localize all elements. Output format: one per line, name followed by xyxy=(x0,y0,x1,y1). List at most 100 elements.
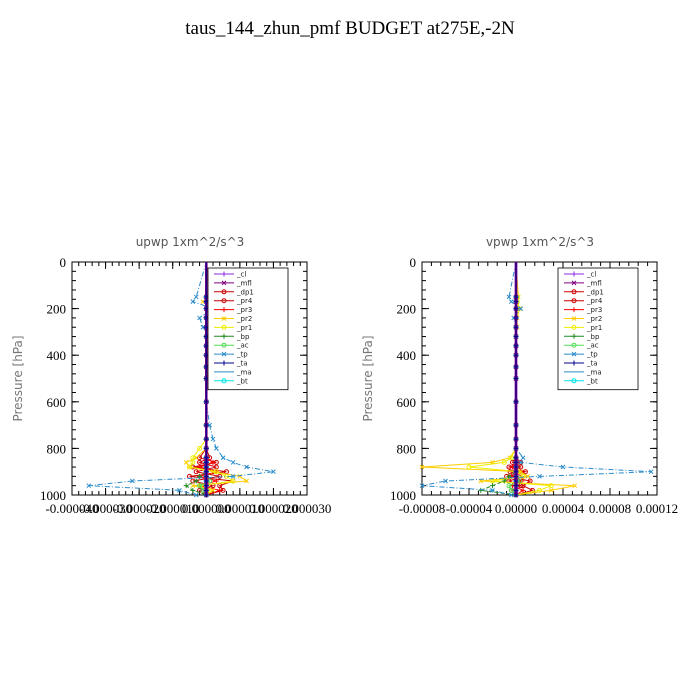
data-point xyxy=(518,464,524,470)
data-point xyxy=(501,459,507,465)
y-tick-label: 400 xyxy=(47,348,67,363)
legend-marker xyxy=(221,324,227,330)
data-point xyxy=(508,492,514,498)
data-point xyxy=(513,324,519,330)
data-point xyxy=(130,478,135,484)
data-point xyxy=(513,464,519,470)
legend-marker xyxy=(221,333,227,339)
legend: _cl_mfl_dp1_pr4_pr3_pr2_pr1_bp_ac_tp_ta_… xyxy=(557,267,639,391)
y-tick-label: 800 xyxy=(47,441,67,456)
legend-marker xyxy=(571,298,577,304)
data-point xyxy=(197,483,203,489)
y-tick-label: 200 xyxy=(397,302,417,317)
x-tick-label: 0.000020 xyxy=(249,501,298,516)
legend-label: _cl xyxy=(236,271,246,279)
data-point xyxy=(513,306,519,312)
legend-label: _dp1 xyxy=(236,288,254,296)
data-point xyxy=(190,455,196,461)
data-point xyxy=(506,483,512,489)
legend-label: _pr2 xyxy=(236,315,252,323)
data-point xyxy=(520,473,526,479)
panel-title: vpwp 1xm^2/s^3 xyxy=(486,235,594,249)
legend-marker xyxy=(571,333,577,339)
data-point xyxy=(513,422,519,428)
y-tick-label: 0 xyxy=(60,255,67,270)
data-point xyxy=(213,469,219,475)
legend-marker xyxy=(571,351,577,357)
x-tick-label: -0.000040 xyxy=(45,501,98,516)
legend: _cl_mfl_dp1_pr4_pr3_pr2_pr1_bp_ac_tp_ta_… xyxy=(207,267,289,391)
legend-label: _pr4 xyxy=(586,297,603,305)
legend-label: _mfl xyxy=(586,279,602,287)
data-point xyxy=(203,473,209,479)
legend-label: _tp xyxy=(586,351,598,359)
data-point xyxy=(443,478,448,484)
x-tick-label: -0.000010 xyxy=(146,501,199,516)
data-point xyxy=(203,487,209,493)
data-point xyxy=(513,492,519,498)
data-point xyxy=(560,464,566,470)
x-tick-label: -0.00008 xyxy=(399,501,446,516)
data-point xyxy=(177,487,182,493)
x-tick-label: 0.000010 xyxy=(215,501,264,516)
y-tick-label: 600 xyxy=(397,395,417,410)
data-point xyxy=(190,299,196,304)
legend-label: _ma xyxy=(236,368,252,376)
legend-marker xyxy=(571,378,577,384)
data-point xyxy=(537,487,542,493)
x-tick-label: 0.000030 xyxy=(283,501,332,516)
data-point xyxy=(197,459,203,465)
data-point xyxy=(203,422,209,428)
data-point xyxy=(537,474,542,479)
data-point xyxy=(518,306,524,311)
legend-label: _bt xyxy=(236,377,248,385)
series-line-pr1 xyxy=(468,261,552,496)
y-tick-label: 200 xyxy=(47,302,67,317)
chart-panel-2: vpwp 1xm^2/s^3 Pressure [hPa] 0 200 400 600 80… xyxy=(361,235,678,516)
data-point xyxy=(203,399,209,405)
legend-marker xyxy=(221,307,227,313)
data-point xyxy=(490,483,495,489)
x-tick-label: 0.00000 xyxy=(495,501,537,516)
data-point xyxy=(86,483,92,489)
legend-label: _bp xyxy=(586,333,600,341)
chart-panel-1: upwp 1xm^2/s^3 Pressure [hPa] 0 200 400 600 80… xyxy=(11,235,331,516)
legend-marker xyxy=(571,280,577,286)
x-tick-label: 0.00012 xyxy=(636,501,678,516)
data-point xyxy=(271,469,276,475)
data-point xyxy=(244,464,249,470)
y-tick-label: 800 xyxy=(397,441,417,456)
legend-marker xyxy=(221,360,227,366)
y-axis-label: Pressure [hPa] xyxy=(11,335,25,421)
data-point xyxy=(513,455,519,461)
y-tick-label: 0 xyxy=(410,255,417,270)
data-point xyxy=(203,492,209,498)
data-point xyxy=(193,478,199,484)
data-point xyxy=(513,364,519,370)
legend-marker xyxy=(221,271,227,277)
legend-label: _tp xyxy=(236,351,248,359)
legend-marker xyxy=(221,316,227,321)
data-point xyxy=(190,483,196,489)
legend-label: _pr1 xyxy=(236,324,252,332)
data-point xyxy=(501,478,507,484)
legend-label: _pr3 xyxy=(236,306,252,314)
data-point xyxy=(187,464,192,470)
data-point xyxy=(520,487,526,493)
data-point xyxy=(548,487,554,493)
data-point xyxy=(183,483,189,489)
legend-marker xyxy=(221,280,227,286)
data-point xyxy=(203,464,209,470)
legend-label: _pr4 xyxy=(236,297,253,305)
x-tick-label: 0.00008 xyxy=(589,501,631,516)
legend-marker xyxy=(571,316,577,321)
panel-title: upwp 1xm^2/s^3 xyxy=(136,235,245,249)
legend-marker xyxy=(221,342,227,348)
legend-marker xyxy=(571,324,577,330)
legend-box xyxy=(557,267,639,391)
data-point xyxy=(197,455,203,461)
data-point xyxy=(203,469,209,475)
data-point xyxy=(513,334,519,340)
data-point xyxy=(193,492,199,498)
x-tick-label: 0.00004 xyxy=(542,501,585,516)
